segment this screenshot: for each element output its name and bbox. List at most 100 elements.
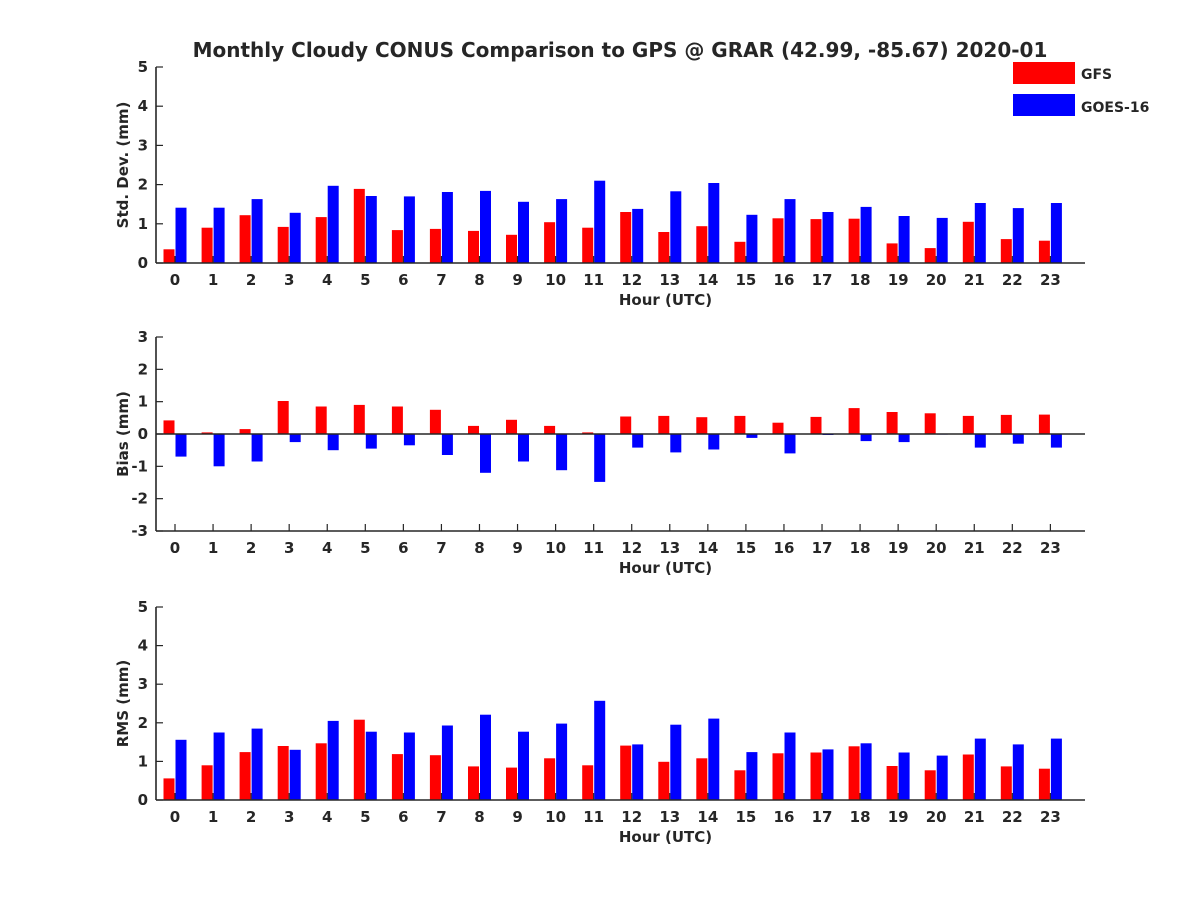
rms-xtick-label: 16: [774, 808, 795, 826]
bias-xtick-label: 15: [735, 539, 756, 557]
rms-bar-gfs-5: [353, 719, 365, 800]
rms-bar-gfs-9: [506, 767, 517, 800]
std-dev-xlabel: Hour (UTC): [619, 291, 712, 309]
rms-xtick-label: 2: [246, 808, 256, 826]
std-dev-xtick-label: 7: [436, 271, 446, 289]
rms-bar-goes16-15: [746, 752, 758, 800]
rms-bar-gfs-13: [658, 761, 670, 800]
bias-bar-goes16-13: [670, 434, 682, 453]
bias-xtick-label: 0: [170, 539, 180, 557]
bias-bar-gfs-15: [734, 415, 746, 434]
rms-ytick-label: 3: [138, 675, 148, 693]
std-dev-xtick-label: 4: [322, 271, 332, 289]
std-dev-bar-gfs-10: [544, 222, 556, 263]
std-dev-xtick-label: 15: [735, 271, 756, 289]
bias-bar-goes16-12: [632, 434, 644, 448]
rms-xtick-label: 15: [735, 808, 756, 826]
bias-bar-goes16-7: [441, 434, 453, 455]
std-dev-bar-goes16-23: [1050, 203, 1062, 263]
bias-xtick-label: 20: [926, 539, 947, 557]
bias-bar-gfs-1: [201, 432, 213, 434]
bias-xtick-label: 17: [812, 539, 833, 557]
rms-bar-goes16-11: [594, 700, 606, 800]
bias-xtick-label: 10: [545, 539, 566, 557]
rms-xtick-label: 13: [659, 808, 680, 826]
bias-bar-goes16-22: [1012, 434, 1024, 444]
bias-xlabel: Hour (UTC): [619, 559, 712, 577]
std-dev-bar-gfs-4: [315, 217, 327, 263]
bias-xtick-label: 18: [850, 539, 871, 557]
bias-bar-goes16-5: [365, 434, 377, 449]
bias-bar-goes16-10: [556, 434, 568, 471]
std-dev-xtick-label: 1: [208, 271, 218, 289]
rms-ytick-label: 4: [138, 637, 148, 655]
std-dev-ylabel: Std. Dev. (mm): [114, 102, 132, 229]
rms-xtick-label: 3: [284, 808, 294, 826]
std-dev-xtick-label: 13: [659, 271, 680, 289]
std-dev-xtick-label: 5: [360, 271, 370, 289]
rms-xtick-label: 0: [170, 808, 180, 826]
bias-xtick-label: 21: [964, 539, 985, 557]
rms-xtick-label: 11: [583, 808, 604, 826]
bias-xtick-label: 7: [436, 539, 446, 557]
std-dev-bar-gfs-5: [353, 188, 365, 263]
rms-xtick-label: 6: [398, 808, 408, 826]
std-dev-bar-gfs-2: [239, 215, 251, 263]
bias-ytick-label: 1: [138, 393, 148, 411]
std-dev-bar-goes16-1: [213, 207, 225, 263]
bias-xtick-label: 11: [583, 539, 604, 557]
rms-xtick-label: 21: [964, 808, 985, 826]
rms-xtick-label: 14: [697, 808, 718, 826]
std-dev-bar-gfs-9: [506, 234, 517, 263]
std-dev-xtick-label: 9: [512, 271, 522, 289]
rms-bar-gfs-1: [201, 765, 213, 800]
bias-bar-gfs-14: [696, 417, 708, 434]
std-dev-bar-goes16-11: [594, 180, 606, 263]
bias-bar-gfs-6: [391, 406, 403, 434]
rms-bar-gfs-22: [1000, 766, 1012, 800]
rms-bar-gfs-0: [163, 778, 175, 800]
rms-bar-gfs-16: [772, 753, 784, 800]
rms-bar-gfs-19: [886, 766, 898, 800]
rms-bar-gfs-7: [429, 755, 441, 800]
std-dev-ytick-label: 4: [138, 97, 148, 115]
rms-bar-gfs-10: [544, 758, 556, 800]
std-dev-xtick-label: 20: [926, 271, 947, 289]
std-dev-bar-gfs-20: [924, 248, 936, 263]
std-dev-bar-goes16-15: [746, 214, 758, 263]
std-dev-xtick-label: 3: [284, 271, 294, 289]
std-dev-xtick-label: 17: [812, 271, 833, 289]
std-dev-xtick-label: 16: [774, 271, 795, 289]
std-dev-bar-goes16-18: [860, 206, 872, 263]
bias-xtick-label: 23: [1040, 539, 1061, 557]
rms-bar-gfs-17: [810, 752, 822, 800]
bias-bar-goes16-0: [175, 434, 187, 457]
rms-bar-goes16-7: [441, 725, 453, 800]
bias-bar-goes16-14: [708, 434, 720, 450]
std-dev-bar-gfs-1: [201, 227, 213, 263]
bias-bar-goes16-11: [594, 434, 606, 482]
bias-bar-gfs-7: [429, 409, 441, 435]
std-dev-ytick-label: 3: [138, 136, 148, 154]
std-dev-xtick-label: 19: [888, 271, 909, 289]
bias-bar-gfs-4: [315, 406, 327, 434]
rms-xtick-label: 12: [621, 808, 642, 826]
rms-bar-gfs-11: [582, 765, 594, 800]
std-dev-xtick-label: 0: [170, 271, 180, 289]
rms-bar-gfs-12: [620, 745, 632, 800]
std-dev-bar-goes16-4: [327, 185, 339, 263]
bias-bar-goes16-15: [746, 434, 758, 438]
rms-xtick-label: 22: [1002, 808, 1023, 826]
bias-bar-gfs-20: [924, 413, 936, 434]
rms-bar-goes16-5: [365, 731, 377, 800]
rms-bar-goes16-6: [403, 732, 415, 800]
bias-xtick-label: 13: [659, 539, 680, 557]
bias-bar-goes16-6: [403, 434, 415, 446]
bias-xtick-label: 6: [398, 539, 408, 557]
std-dev-xtick-label: 6: [398, 271, 408, 289]
rms-ytick-label: 2: [138, 714, 148, 732]
bias-ytick-label: -1: [131, 457, 148, 475]
rms-bar-goes16-12: [632, 744, 644, 800]
chart-title: Monthly Cloudy CONUS Comparison to GPS @…: [193, 38, 1048, 62]
